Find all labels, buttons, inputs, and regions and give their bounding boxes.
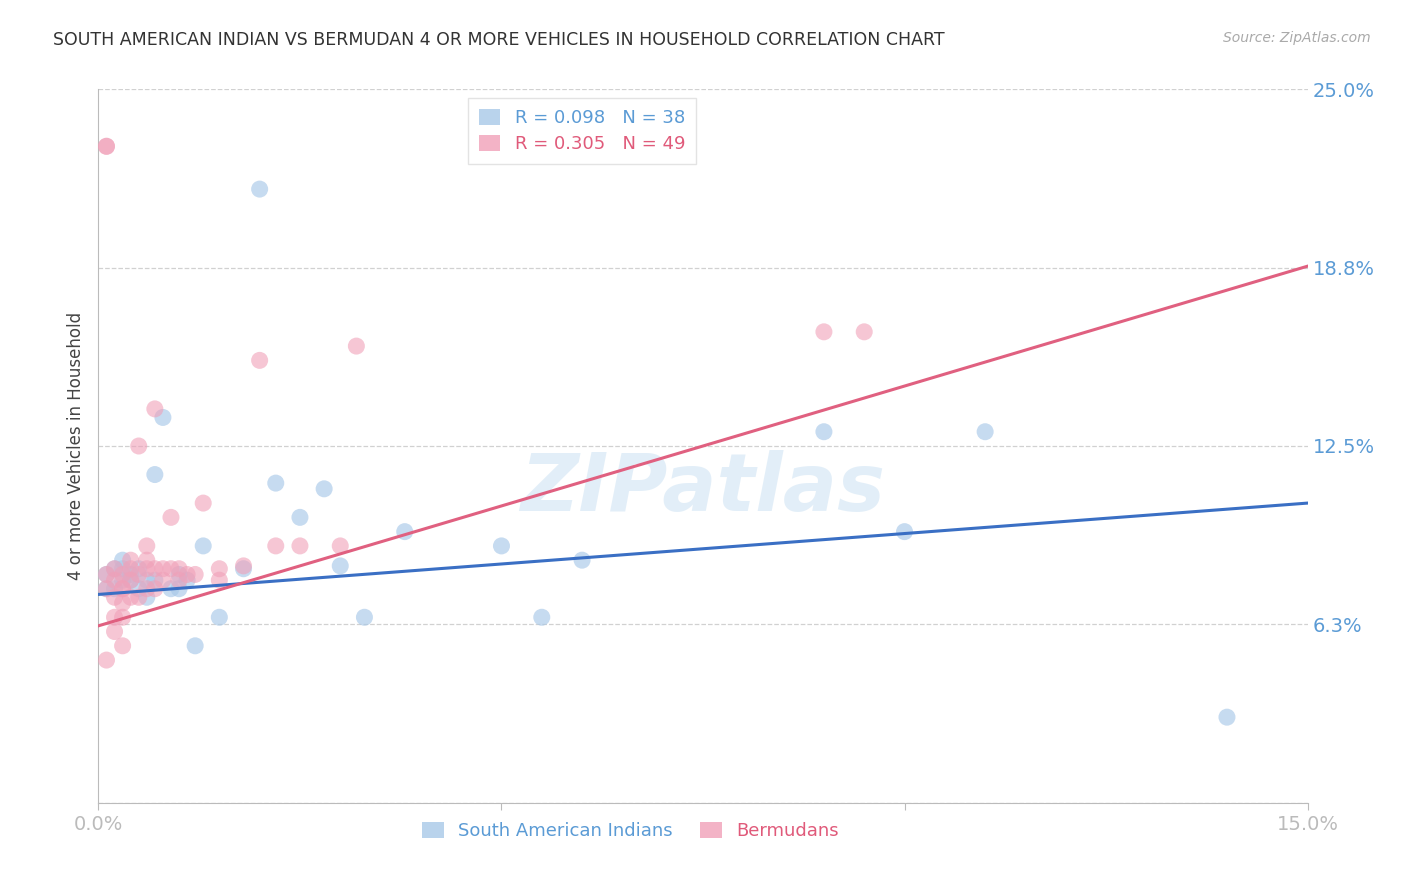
Point: [160, 510, 183, 524]
Point: [103, 624, 125, 639]
Point: [143, 582, 166, 596]
Point: [135, 553, 157, 567]
Point: [103, 591, 125, 605]
Point: [329, 558, 352, 573]
Point: [143, 467, 166, 482]
Point: [96, 567, 118, 582]
Point: [128, 582, 150, 596]
Point: [264, 539, 287, 553]
Point: [96, 567, 118, 582]
Point: [135, 539, 157, 553]
Point: [314, 482, 336, 496]
Point: [128, 562, 150, 576]
Point: [120, 573, 142, 587]
Point: [1216, 710, 1239, 724]
Point: [167, 573, 190, 587]
Point: [893, 524, 915, 539]
Point: [128, 567, 150, 582]
Point: [152, 562, 174, 576]
Point: [128, 439, 150, 453]
Point: [143, 401, 166, 416]
Point: [96, 582, 118, 596]
Point: [329, 539, 352, 553]
Point: [193, 496, 215, 510]
Point: [353, 610, 375, 624]
Point: [344, 339, 367, 353]
Point: [394, 524, 416, 539]
Point: [135, 582, 157, 596]
Point: [249, 182, 271, 196]
Point: [571, 553, 593, 567]
Point: [176, 567, 198, 582]
Point: [111, 582, 134, 596]
Point: [853, 325, 876, 339]
Point: [184, 567, 207, 582]
Point: [160, 582, 183, 596]
Point: [152, 410, 174, 425]
Point: [103, 562, 125, 576]
Point: [111, 582, 134, 596]
Text: Source: ZipAtlas.com: Source: ZipAtlas.com: [1223, 31, 1371, 45]
Point: [128, 591, 150, 605]
Point: [143, 573, 166, 587]
Point: [264, 476, 287, 491]
Point: [96, 653, 118, 667]
Point: [103, 573, 125, 587]
Point: [167, 582, 190, 596]
Point: [530, 610, 553, 624]
Point: [111, 610, 134, 624]
Point: [96, 582, 118, 596]
Point: [184, 639, 207, 653]
Legend: South American Indians, Bermudans: South American Indians, Bermudans: [415, 814, 846, 847]
Point: [813, 425, 835, 439]
Point: [208, 562, 231, 576]
Point: [120, 553, 142, 567]
Point: [249, 353, 271, 368]
Point: [167, 562, 190, 576]
Text: SOUTH AMERICAN INDIAN VS BERMUDAN 4 OR MORE VEHICLES IN HOUSEHOLD CORRELATION CH: SOUTH AMERICAN INDIAN VS BERMUDAN 4 OR M…: [53, 31, 945, 49]
Point: [160, 562, 183, 576]
Point: [176, 573, 198, 587]
Point: [103, 610, 125, 624]
Point: [111, 596, 134, 610]
Point: [167, 567, 190, 582]
Point: [135, 591, 157, 605]
Y-axis label: 4 or more Vehicles in Household: 4 or more Vehicles in Household: [66, 312, 84, 580]
Point: [96, 139, 118, 153]
Point: [103, 562, 125, 576]
Point: [491, 539, 513, 553]
Point: [111, 573, 134, 587]
Point: [974, 425, 997, 439]
Point: [143, 562, 166, 576]
Point: [111, 567, 134, 582]
Point: [135, 573, 157, 587]
Point: [120, 567, 142, 582]
Point: [288, 539, 311, 553]
Point: [135, 562, 157, 576]
Point: [120, 573, 142, 587]
Text: ZIPatlas: ZIPatlas: [520, 450, 886, 528]
Point: [152, 573, 174, 587]
Point: [103, 582, 125, 596]
Point: [120, 591, 142, 605]
Point: [208, 573, 231, 587]
Point: [111, 553, 134, 567]
Point: [232, 558, 254, 573]
Point: [813, 325, 835, 339]
Point: [111, 639, 134, 653]
Point: [120, 562, 142, 576]
Point: [232, 562, 254, 576]
Point: [193, 539, 215, 553]
Point: [208, 610, 231, 624]
Point: [288, 510, 311, 524]
Point: [96, 139, 118, 153]
Point: [111, 562, 134, 576]
